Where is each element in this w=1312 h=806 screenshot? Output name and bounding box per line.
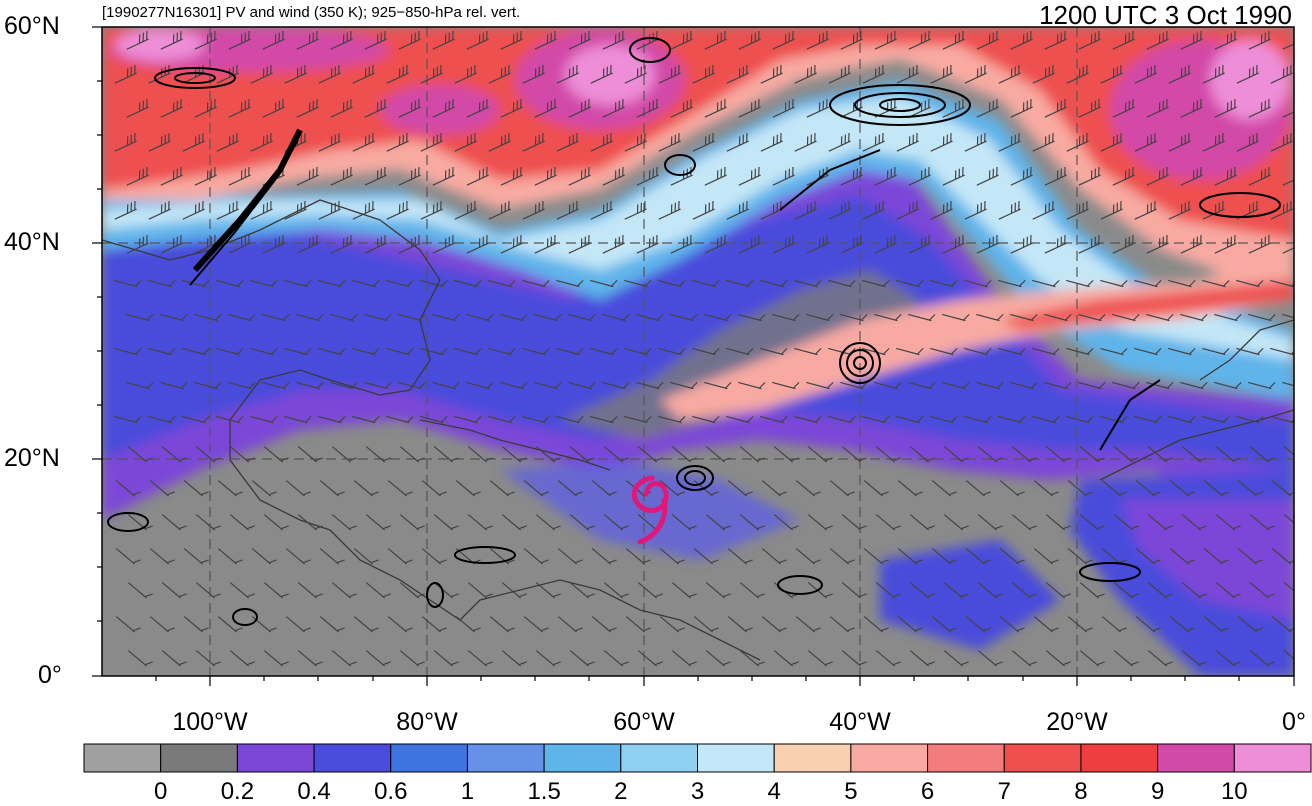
colorbar-label: 9 [1150,778,1165,805]
map-title: [1990277N16301] PV and wind (350 K); 925… [102,4,521,21]
colorbar-swatch [83,743,162,773]
colorbar-swatch [620,743,698,773]
pv-field [102,27,1294,676]
colorbar-swatch [1157,743,1235,773]
colorbar-swatch [927,743,1005,773]
colorbar-label: 5 [844,778,858,805]
colorbar-swatch [1233,743,1312,773]
lon-label-100w: 100°W [172,708,248,736]
colorbar-label: 10 [1220,778,1248,805]
colorbar [83,743,1312,773]
colorbar-swatch [236,743,315,773]
colorbar-swatch [390,743,468,773]
colorbar-label: 6 [920,778,935,805]
colorbar-label: 0.2 [220,778,255,805]
wind-barbs [114,30,1294,667]
valid-time: 1200 UTC 3 Oct 1990 [1039,0,1292,30]
colorbar-swatch [466,743,545,773]
lon-label-60w: 60°W [613,708,675,736]
lon-label-80w: 80°W [396,708,458,736]
lon-label-40w: 40°W [829,708,891,736]
vorticity-contours [107,37,1281,626]
colorbar-label: 2 [614,778,628,805]
lat-label-20n: 20°N [4,444,60,472]
colorbar-swatch [773,743,852,773]
colorbar-swatch [1080,743,1159,773]
coastlines [102,199,1294,661]
colorbar-label: 0.4 [297,778,331,805]
colorbar-label: 8 [1074,778,1088,805]
colorbar-swatch [697,743,775,773]
colorbar-label: 7 [997,778,1011,805]
lat-label-40n: 40°N [4,228,60,256]
colorbar-label: 3 [690,778,705,805]
colorbar-swatch [160,743,238,773]
axis-ticks [92,26,1295,686]
lat-label-60n: 60°N [4,12,60,40]
lat-label-0: 0° [38,661,62,689]
colorbar-swatch [1003,743,1082,773]
colorbar-swatch [850,743,929,773]
colorbar-label: 0.6 [374,778,408,805]
colorbar-label: 1.5 [527,778,561,805]
tropical-cyclone-symbol [631,475,669,545]
colorbar-swatch [313,743,392,773]
lon-label-0: 0° [1282,708,1306,736]
colorbar-label: 1 [460,778,475,805]
colorbar-swatch [543,743,622,773]
colorbar-label: 4 [767,778,781,805]
colorbar-label: 0 [154,778,168,805]
lon-label-20w: 20°W [1046,708,1108,736]
